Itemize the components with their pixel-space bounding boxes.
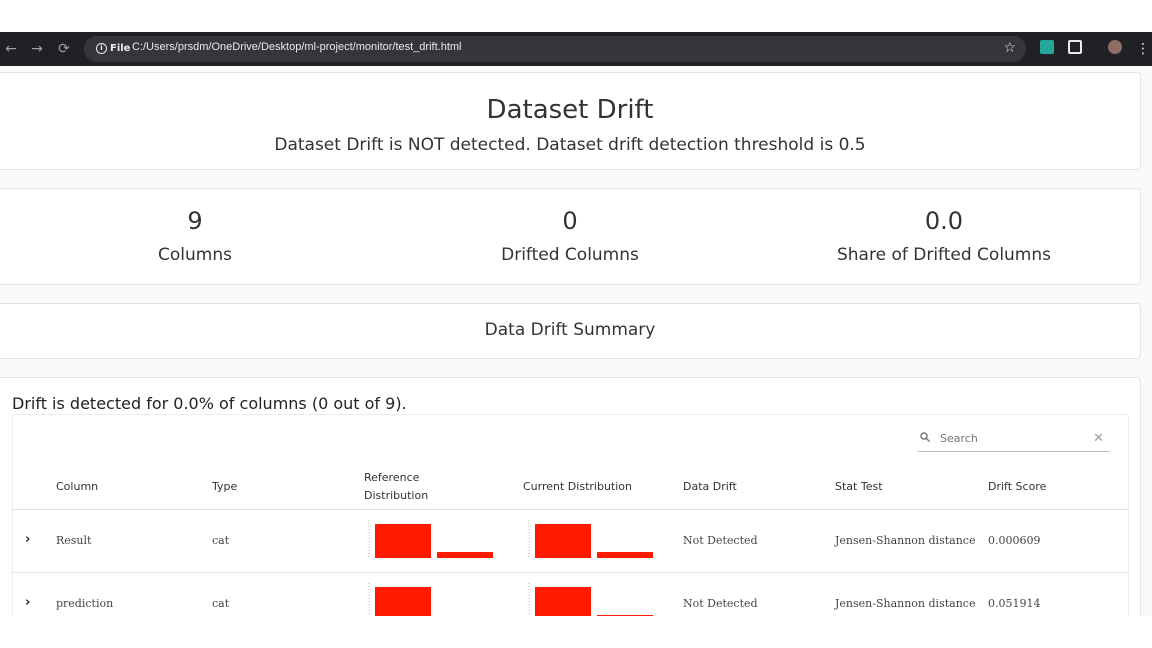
cell-column: prediction <box>56 597 114 610</box>
histogram-bar <box>597 552 653 558</box>
cell-data-drift: Not Detected <box>683 534 758 547</box>
stat-label: Share of Drifted Columns <box>836 245 1052 265</box>
drift-detected-text: Drift is detected for 0.0% of columns (0… <box>12 394 407 413</box>
header-data-drift[interactable]: Data Drift <box>683 480 737 493</box>
report-page: Dataset Drift Dataset Drift is NOT detec… <box>0 66 1152 616</box>
extensions-puzzle-icon[interactable] <box>1068 40 1082 54</box>
stat-label: Columns <box>158 245 232 265</box>
menu-kebab-icon[interactable]: ⋮ <box>1136 41 1150 57</box>
stats-card: 9 Columns 0 Drifted Columns 0.0 Share of… <box>0 188 1141 285</box>
drift-table: ✕ Column Type Reference Distribution Cur… <box>12 414 1129 616</box>
reload-icon[interactable]: ⟳ <box>58 41 70 57</box>
cell-drift-score: 0.000609 <box>988 534 1041 547</box>
search-icon <box>920 432 930 442</box>
reference-histogram <box>368 520 493 558</box>
cell-type: cat <box>212 597 230 610</box>
cell-drift-score: 0.051914 <box>988 597 1041 610</box>
browser-toolbar: ← → ⟳ i File C:/Users/prsdm/OneDrive/Desk… <box>0 32 1152 66</box>
dataset-drift-card: Dataset Drift Dataset Drift is NOT detec… <box>0 72 1141 170</box>
current-histogram <box>528 583 653 616</box>
bottom-margin <box>0 616 1152 648</box>
histogram-bar <box>375 524 431 558</box>
header-drift-score[interactable]: Drift Score <box>988 480 1047 493</box>
header-column[interactable]: Column <box>56 480 99 493</box>
cell-stat-test: Jensen-Shannon distance <box>835 597 976 610</box>
page-title: Dataset Drift <box>486 95 654 125</box>
forward-arrow-icon[interactable]: → <box>31 41 43 57</box>
stat-value: 0.0 <box>924 207 964 235</box>
search-input[interactable] <box>938 431 1092 446</box>
stat-label: Drifted Columns <box>501 245 639 265</box>
expand-chevron-icon[interactable]: › <box>25 532 31 547</box>
cell-type: cat <box>212 534 230 547</box>
stat-value: 0 <box>562 207 578 235</box>
cell-data-drift: Not Detected <box>683 597 758 610</box>
header-type[interactable]: Type <box>212 480 238 493</box>
expand-chevron-icon[interactable]: › <box>25 595 31 610</box>
current-histogram <box>528 520 653 558</box>
search-box[interactable]: ✕ <box>918 429 1110 452</box>
summary-title: Data Drift Summary <box>484 320 656 340</box>
cell-column: Result <box>56 534 92 547</box>
table-row[interactable]: › Result cat Not Detected Jensen-Shannon… <box>13 509 1128 573</box>
histogram-bar <box>535 587 591 616</box>
drift-table-card: Drift is detected for 0.0% of columns (0… <box>0 377 1141 616</box>
table-row[interactable]: › prediction cat Not Detected Jensen-Sha… <box>13 572 1128 616</box>
summary-card: Data Drift Summary <box>0 303 1141 359</box>
histogram-bar <box>437 552 493 558</box>
stat-value: 9 <box>187 207 203 235</box>
url-text[interactable]: C:/Users/prsdm/OneDrive/Desktop/ml-proje… <box>132 41 462 53</box>
header-reference-distribution[interactable]: Reference Distribution <box>364 471 429 502</box>
header-current-distribution[interactable]: Current Distribution <box>523 480 632 493</box>
histogram-bar <box>597 615 653 616</box>
histogram-bar <box>535 524 591 558</box>
site-info-chip[interactable]: i File <box>90 40 136 58</box>
cell-stat-test: Jensen-Shannon distance <box>835 534 976 547</box>
back-arrow-icon[interactable]: ← <box>5 41 17 57</box>
extension-icon[interactable] <box>1040 40 1054 54</box>
address-bar[interactable]: i File C:/Users/prsdm/OneDrive/Desktop/ml… <box>84 36 1026 62</box>
drift-status-text: Dataset Drift is NOT detected. Dataset d… <box>274 135 866 155</box>
clear-search-icon[interactable]: ✕ <box>1093 431 1104 446</box>
header-stat-test[interactable]: Stat Test <box>835 480 883 493</box>
bookmark-star-icon[interactable]: ☆ <box>1003 40 1016 56</box>
histogram-bar <box>375 587 431 616</box>
reference-histogram <box>368 583 431 616</box>
info-icon: i <box>96 42 107 54</box>
profile-avatar-icon[interactable] <box>1108 40 1122 54</box>
